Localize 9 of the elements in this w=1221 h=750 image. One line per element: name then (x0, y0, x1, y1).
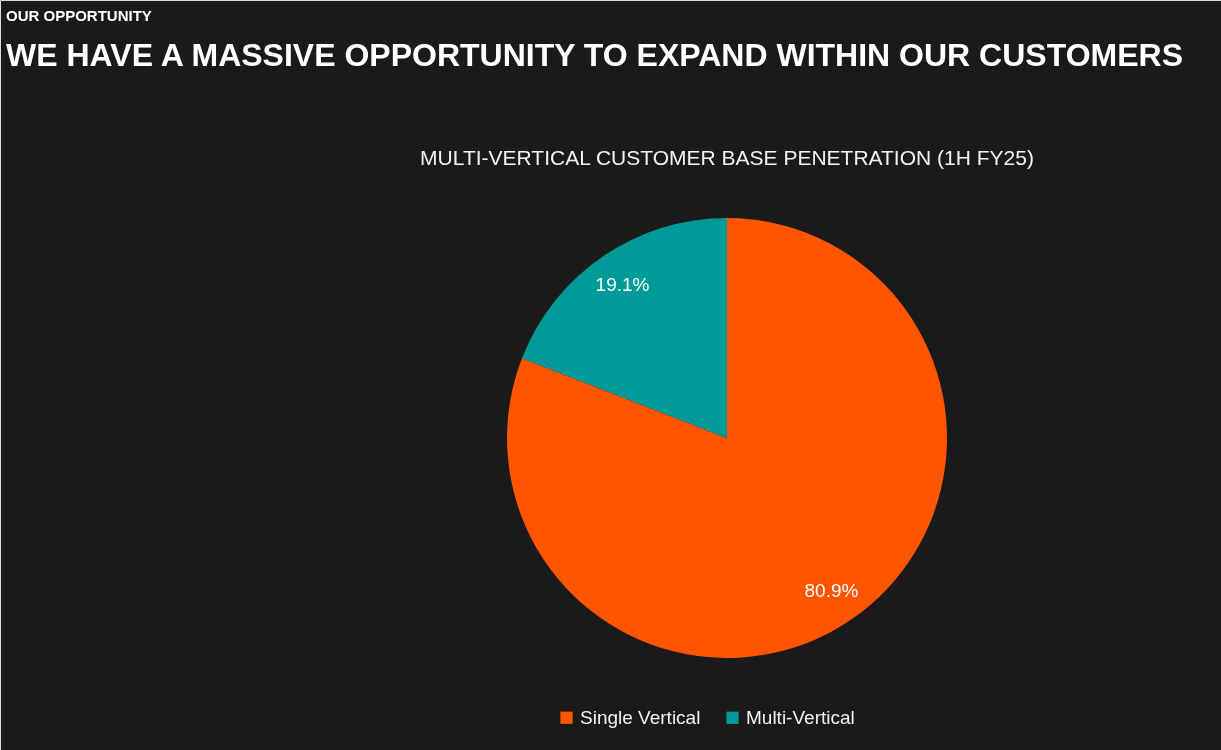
legend-label: Single Vertical (580, 706, 701, 728)
data-label: 19.1% (595, 274, 650, 296)
pie-slice (507, 218, 947, 658)
pie-slice (521, 218, 727, 438)
chart-subtitle: MULTI-VERTICAL CUSTOMER BASE PENETRATION (1H FY25) (420, 146, 1034, 169)
legend-label: Multi-Vertical (746, 706, 855, 728)
data-label: 80.9% (804, 579, 859, 601)
text: OUR OPPORTUNITY (6, 7, 152, 24)
chart-title: WE HAVE A MASSIVE OPPORTUNITY TO EXPAND WITHIN OUR CUSTOMERS (6, 37, 1183, 73)
